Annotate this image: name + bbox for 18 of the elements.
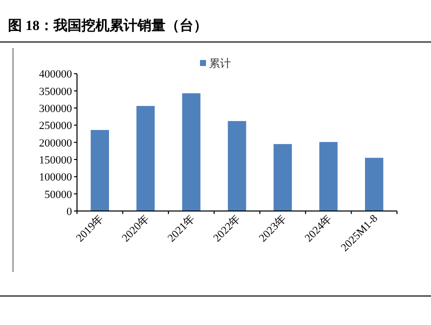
bar	[136, 106, 155, 211]
bar	[274, 144, 292, 211]
bar	[182, 93, 200, 211]
y-tick-label: 200000	[39, 137, 72, 150]
y-tick-label: 50000	[44, 188, 72, 201]
y-tick-label: 100000	[39, 172, 72, 184]
y-tick-label: 150000	[39, 154, 72, 167]
bar	[228, 121, 246, 211]
y-tick-label: 350000	[39, 86, 72, 98]
y-tick-label: 300000	[39, 103, 72, 116]
y-tick-label: 0	[66, 206, 72, 218]
y-tick-label: 400000	[39, 68, 72, 81]
bar	[90, 130, 109, 211]
legend-label: 累计	[209, 57, 231, 70]
y-tick-label: 250000	[39, 120, 72, 132]
bar	[365, 158, 384, 211]
bar	[319, 142, 338, 211]
chart-title: 图 18：我国挖机累计销量（台）	[8, 18, 208, 34]
